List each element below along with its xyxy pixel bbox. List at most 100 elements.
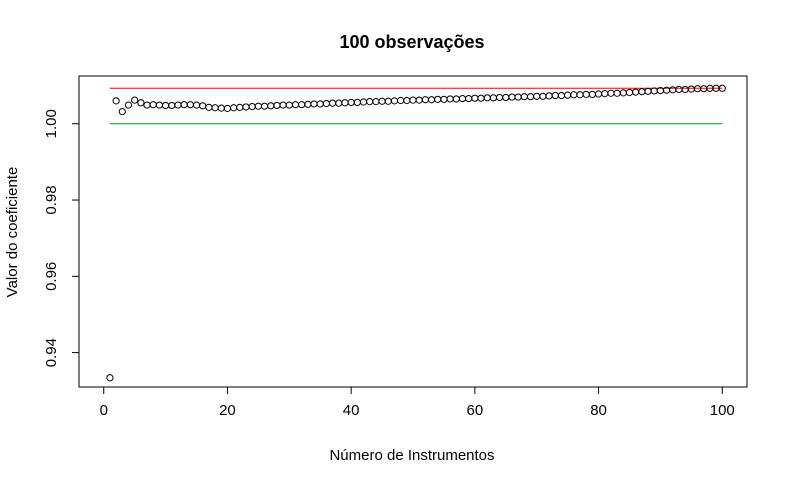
data-point	[545, 92, 553, 100]
data-point	[390, 97, 399, 105]
data-point	[409, 96, 417, 104]
data-point	[347, 98, 355, 106]
data-point	[440, 95, 448, 103]
data-point	[533, 92, 541, 100]
data-point	[514, 93, 522, 101]
data-point	[427, 96, 436, 104]
data-point	[298, 101, 306, 109]
data-point	[310, 100, 318, 108]
data-point	[526, 93, 535, 101]
data-point	[403, 96, 411, 105]
data-point	[322, 99, 331, 108]
data-point	[508, 93, 516, 101]
data-point	[372, 98, 380, 106]
data-point	[619, 89, 627, 97]
data-point	[378, 97, 386, 105]
data-point	[588, 90, 596, 98]
x-tick-label: 40	[343, 402, 360, 419]
data-point	[180, 101, 188, 109]
data-point	[106, 374, 114, 382]
data-point	[186, 101, 194, 109]
data-point	[452, 95, 460, 103]
data-point	[366, 98, 374, 106]
data-point	[718, 84, 726, 92]
data-point	[477, 94, 485, 102]
data-point	[254, 102, 262, 110]
data-point	[335, 99, 343, 107]
data-point	[131, 96, 139, 104]
data-point	[260, 102, 269, 110]
data-point	[669, 86, 677, 94]
data-point	[279, 101, 287, 109]
data-point	[576, 91, 584, 99]
data-point	[644, 87, 652, 95]
data-point	[483, 94, 491, 102]
data-point	[199, 102, 207, 110]
data-point	[421, 96, 429, 104]
y-tick-label: 0.98	[43, 185, 60, 214]
data-point	[118, 107, 126, 116]
reference-lines	[109, 87, 723, 125]
data-point	[353, 98, 361, 106]
data-point	[625, 88, 634, 97]
data-point	[465, 94, 473, 103]
data-point	[248, 102, 256, 111]
data-point	[415, 96, 423, 104]
data-point	[161, 101, 170, 110]
data-point	[192, 101, 201, 109]
data-point	[471, 94, 479, 102]
x-tick-label: 60	[467, 402, 484, 419]
y-axis-label: Valor do coeficiente	[4, 167, 21, 298]
chart-title: 100 observações	[339, 32, 484, 52]
data-point	[285, 101, 293, 109]
data-point	[601, 90, 609, 98]
data-point	[495, 93, 504, 102]
data-point	[458, 94, 467, 103]
data-point	[613, 89, 621, 97]
plot-frame	[78, 75, 748, 388]
data-point	[687, 85, 695, 93]
data-point	[582, 90, 590, 98]
data-point	[446, 95, 454, 103]
x-tick-label: 0	[100, 402, 108, 419]
data-point	[143, 101, 151, 109]
data-point	[638, 88, 646, 96]
data-point	[267, 102, 275, 110]
x-tick-label: 100	[710, 402, 735, 419]
data-point	[242, 103, 250, 111]
y-tick-label: 1.00	[43, 109, 60, 138]
data-point	[124, 101, 133, 109]
data-point	[520, 93, 528, 101]
data-point	[217, 104, 225, 112]
data-point	[434, 95, 442, 103]
data-point	[564, 91, 572, 99]
data-point	[304, 100, 312, 108]
y-tick-label: 0.96	[43, 262, 60, 291]
data-point	[607, 89, 615, 97]
data-point	[316, 100, 324, 108]
data-point	[112, 97, 120, 105]
data-point	[273, 101, 281, 110]
data-point	[632, 88, 640, 96]
x-tick-label: 80	[590, 402, 607, 419]
data-point	[205, 103, 213, 111]
data-points	[106, 84, 726, 382]
data-point	[539, 92, 547, 100]
x-axis-label: Número de Instrumentos	[329, 447, 494, 464]
data-point	[328, 99, 337, 107]
data-point	[489, 94, 498, 102]
data-point	[384, 97, 392, 105]
data-point	[137, 99, 145, 107]
data-point	[174, 101, 182, 109]
data-point	[230, 104, 238, 112]
data-point	[223, 104, 232, 113]
data-point	[211, 104, 219, 112]
data-point	[594, 90, 603, 98]
data-point	[502, 93, 510, 102]
data-point	[341, 99, 349, 107]
data-point	[570, 91, 578, 99]
x-tick-label: 20	[219, 402, 236, 419]
data-point	[236, 103, 244, 111]
data-point	[681, 85, 689, 94]
